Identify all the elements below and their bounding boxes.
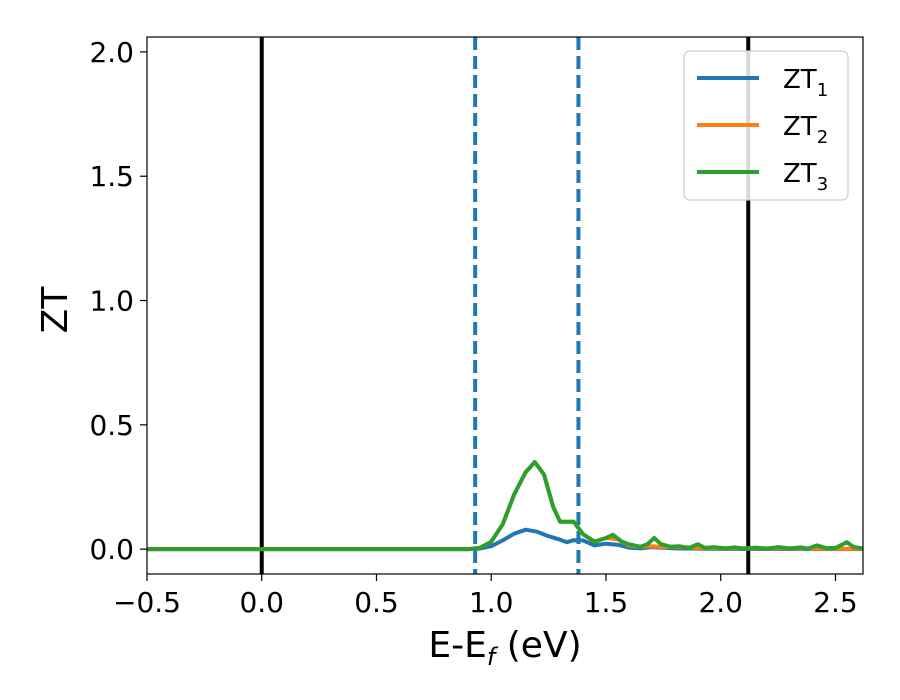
x-tick-label: 0.0 bbox=[239, 586, 284, 619]
y-tick-label: 2.0 bbox=[89, 36, 134, 69]
series-line-zt3 bbox=[147, 460, 863, 552]
x-axis-label-base: E-E bbox=[428, 625, 486, 666]
x-axis-label: E-Ef (eV) bbox=[428, 625, 581, 671]
plot-frame bbox=[146, 36, 864, 575]
y-tick-label: 0.5 bbox=[89, 409, 134, 442]
y-tick-label: 1.0 bbox=[89, 285, 134, 318]
y-axis-ticks: 0.0 0.5 1.0 1.5 2.0 bbox=[89, 36, 147, 566]
series-lines bbox=[147, 460, 863, 552]
legend-label-zt2: ZT2 bbox=[783, 112, 828, 148]
y-tick-label: 1.5 bbox=[89, 160, 134, 193]
x-axis-ticks: −0.5 0.0 0.5 1.0 1.5 2.0 2.5 bbox=[113, 574, 858, 619]
x-tick-label: 2.5 bbox=[813, 586, 858, 619]
x-axis-label-unit: (eV) bbox=[495, 625, 581, 666]
x-tick-label: 0.5 bbox=[354, 586, 399, 619]
legend-label-zt3: ZT3 bbox=[783, 159, 828, 195]
x-tick-label: 2.0 bbox=[698, 586, 743, 619]
y-tick-label: 0.0 bbox=[89, 533, 134, 566]
legend-box bbox=[683, 50, 849, 201]
reference-lines bbox=[259, 37, 751, 574]
x-tick-label: 1.0 bbox=[469, 586, 514, 619]
legend: ZT1 ZT2 ZT3 bbox=[683, 50, 849, 201]
x-tick-label: −0.5 bbox=[113, 586, 181, 619]
series-line-zt2 bbox=[147, 460, 863, 552]
y-axis-label: ZT bbox=[35, 286, 76, 334]
x-tick-label: 1.5 bbox=[584, 586, 629, 619]
legend-label-zt1: ZT1 bbox=[783, 65, 828, 101]
